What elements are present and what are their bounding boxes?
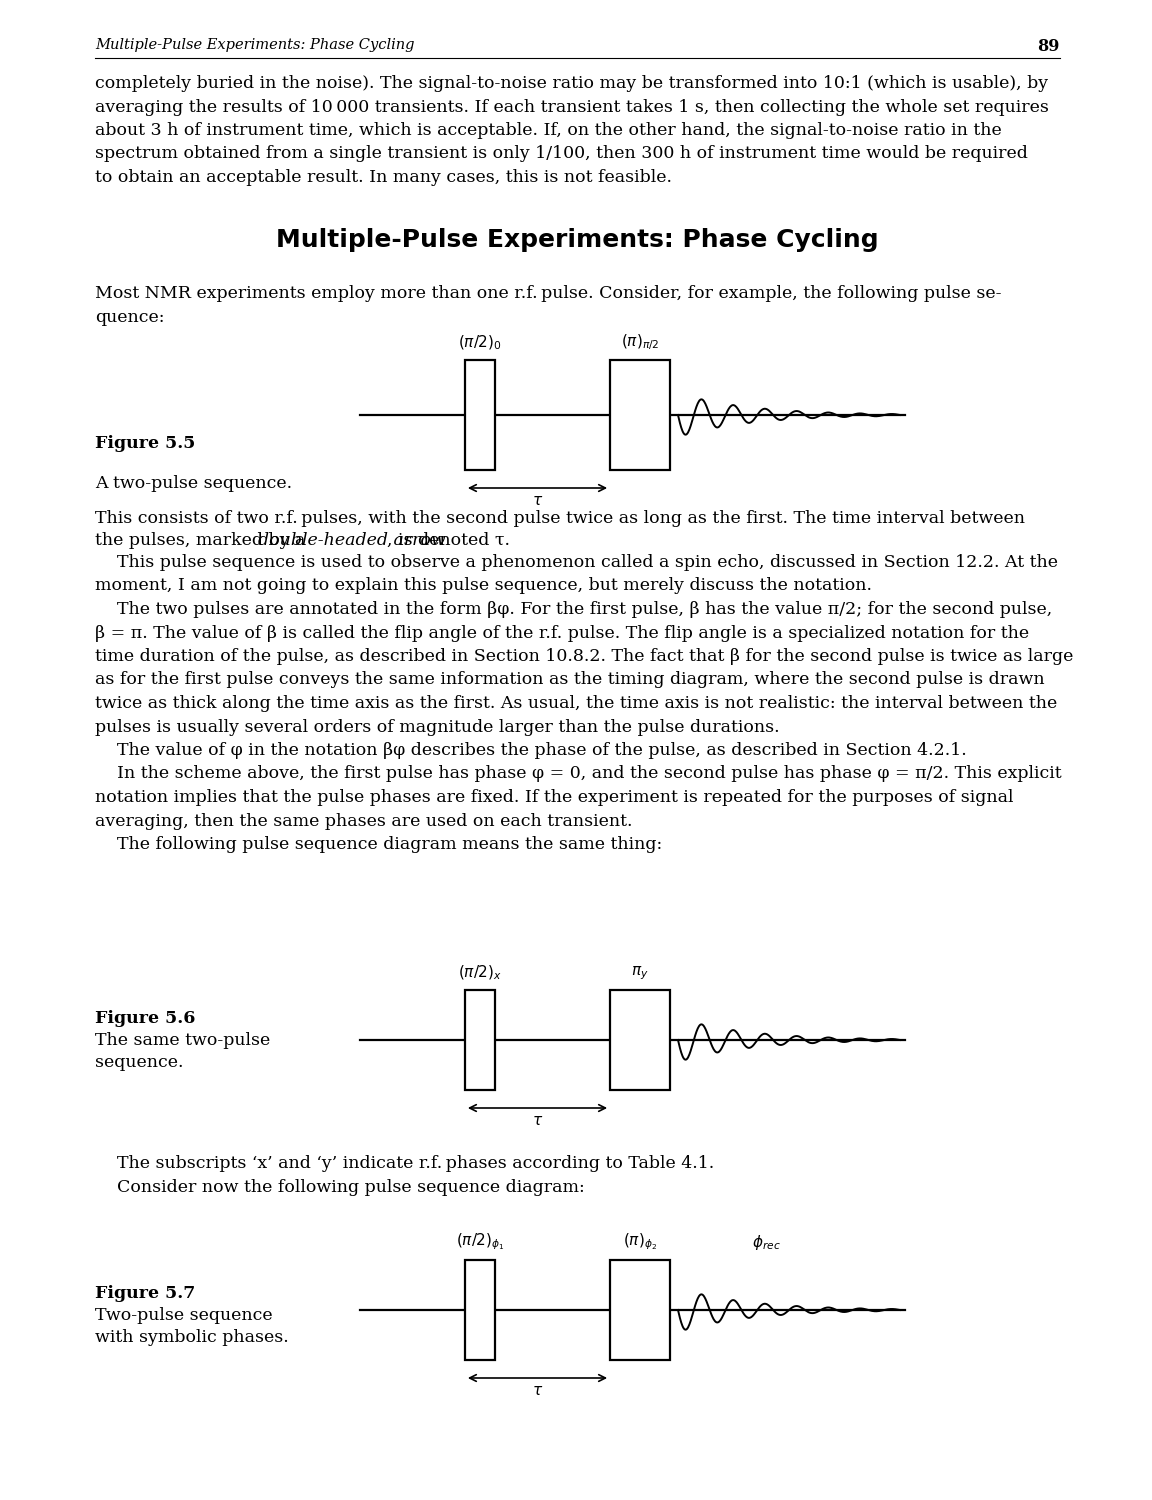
- Text: $\phi_{rec}$: $\phi_{rec}$: [752, 1233, 781, 1252]
- Text: with symbolic phases.: with symbolic phases.: [94, 1329, 289, 1346]
- Text: $(\pi/2)_x$: $(\pi/2)_x$: [458, 963, 502, 982]
- Bar: [611, 360, 670, 470]
- Text: $(\pi)_{\pi/2}$: $(\pi)_{\pi/2}$: [621, 332, 659, 352]
- Text: Figure 5.5: Figure 5.5: [94, 435, 196, 451]
- Text: , is denoted τ.: , is denoted τ.: [387, 532, 510, 549]
- Text: Most NMR experiments employ more than one r.f. pulse. Consider, for example, the: Most NMR experiments employ more than on…: [94, 285, 1001, 326]
- Text: double-headed arrow: double-headed arrow: [258, 532, 446, 549]
- Text: Multiple-Pulse Experiments: Phase Cycling: Multiple-Pulse Experiments: Phase Cyclin…: [276, 228, 879, 252]
- Text: $\tau$: $\tau$: [532, 1384, 543, 1398]
- Bar: [465, 360, 495, 470]
- Text: Multiple-Pulse Experiments: Phase Cycling: Multiple-Pulse Experiments: Phase Cyclin…: [94, 38, 415, 52]
- Text: 89: 89: [1038, 38, 1060, 56]
- Text: Figure 5.6: Figure 5.6: [94, 1010, 196, 1028]
- Text: Figure 5.7: Figure 5.7: [94, 1286, 196, 1302]
- Text: This consists of two r.f. pulses, with the second pulse twice as long as the fir: This consists of two r.f. pulses, with t…: [94, 510, 1025, 526]
- Bar: [465, 1260, 495, 1360]
- Text: $(\pi/2)_0$: $(\pi/2)_0$: [458, 333, 502, 352]
- Text: $(\pi)_{\phi_2}$: $(\pi)_{\phi_2}$: [623, 1232, 657, 1252]
- Text: The subscripts ‘x’ and ‘y’ indicate r.f. phases according to Table 4.1.
    Cons: The subscripts ‘x’ and ‘y’ indicate r.f.…: [94, 1155, 714, 1196]
- Bar: [611, 990, 670, 1090]
- Text: $\pi_y$: $\pi_y$: [631, 964, 649, 982]
- Text: $\tau$: $\tau$: [532, 1114, 543, 1128]
- Bar: [465, 990, 495, 1090]
- Bar: [611, 1260, 670, 1360]
- Text: Two-pulse sequence: Two-pulse sequence: [94, 1306, 273, 1324]
- Text: the pulses, marked by a: the pulses, marked by a: [94, 532, 311, 549]
- Text: sequence.: sequence.: [94, 1054, 183, 1071]
- Text: The same two-pulse: The same two-pulse: [94, 1032, 271, 1048]
- Text: $(\pi/2)_{\phi_1}$: $(\pi/2)_{\phi_1}$: [456, 1232, 505, 1252]
- Text: This pulse sequence is used to observe a phenomenon called a spin echo, discusse: This pulse sequence is used to observe a…: [94, 554, 1074, 854]
- Text: $\tau$: $\tau$: [532, 494, 543, 508]
- Text: completely buried in the noise). The signal-to-noise ratio may be transformed in: completely buried in the noise). The sig…: [94, 75, 1048, 186]
- Text: A two-pulse sequence.: A two-pulse sequence.: [94, 476, 293, 492]
